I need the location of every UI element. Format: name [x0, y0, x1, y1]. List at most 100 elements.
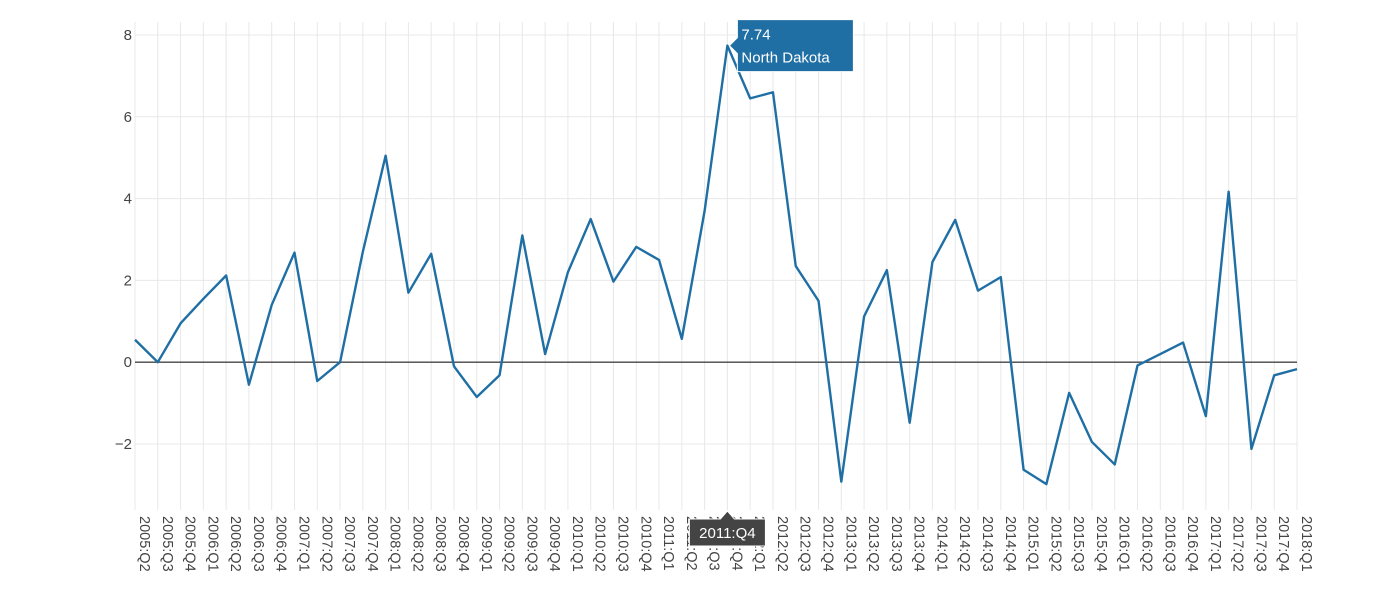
x-tick-label: 2014:Q2: [956, 516, 972, 572]
x-tick-label: 2007:Q2: [318, 516, 334, 572]
x-tick-label: 2012:Q3: [797, 516, 813, 572]
data-point[interactable]: [1021, 467, 1027, 473]
data-point[interactable]: [1203, 413, 1209, 419]
data-point[interactable]: [291, 250, 297, 256]
data-point[interactable]: [633, 244, 639, 250]
data-point[interactable]: [816, 298, 822, 304]
x-tick-label: 2017:Q1: [1207, 516, 1223, 572]
data-point[interactable]: [1294, 366, 1300, 372]
x-hover-label: 2011:Q4: [688, 510, 766, 547]
y-tick-label: 8: [124, 27, 132, 44]
data-point[interactable]: [1226, 189, 1232, 195]
data-point[interactable]: [497, 372, 503, 378]
data-point[interactable]: [1271, 372, 1277, 378]
x-tick-label: 2008:Q4: [455, 516, 471, 572]
data-point[interactable]: [610, 279, 616, 285]
x-tick-label: 2014:Q1: [933, 516, 949, 572]
data-point[interactable]: [178, 320, 184, 326]
data-point[interactable]: [132, 337, 138, 343]
x-tick-label: 2015:Q4: [1093, 516, 1109, 572]
data-point[interactable]: [998, 274, 1004, 280]
data-point[interactable]: [907, 420, 913, 426]
x-tick-label: 2010:Q4: [637, 516, 653, 572]
x-tick-label: 2012:Q4: [820, 516, 836, 572]
data-point[interactable]: [405, 290, 411, 296]
data-point[interactable]: [314, 378, 320, 384]
tooltip-box: [728, 19, 854, 73]
x-tick-label: 2008:Q2: [409, 516, 425, 572]
data-point[interactable]: [1248, 446, 1254, 452]
x-tick-label: 2016:Q4: [1184, 516, 1200, 572]
data-point[interactable]: [838, 479, 844, 485]
data-point[interactable]: [360, 249, 366, 255]
x-tick-label: 2009:Q2: [501, 516, 517, 572]
data-point[interactable]: [588, 216, 594, 222]
data-point[interactable]: [1089, 439, 1095, 445]
data-point[interactable]: [383, 153, 389, 159]
data-point[interactable]: [519, 232, 525, 238]
data-point[interactable]: [1043, 481, 1049, 487]
data-point[interactable]: [929, 259, 935, 265]
data-point[interactable]: [451, 363, 457, 369]
x-tick-label: 2007:Q1: [295, 516, 311, 572]
data-point[interactable]: [246, 382, 252, 388]
x-tick-label: 2005:Q3: [159, 516, 175, 572]
x-tick-label: 2015:Q1: [1025, 516, 1041, 572]
x-tick-label: 2016:Q3: [1161, 516, 1177, 572]
data-point[interactable]: [1112, 461, 1118, 467]
x-tick-label: 2008:Q3: [432, 516, 448, 572]
x-tick-label: 2007:Q4: [364, 516, 380, 572]
x-tick-label: 2006:Q2: [227, 516, 243, 572]
x-tick-label: 2011:Q1: [660, 516, 676, 571]
x-tick-label: 2006:Q1: [204, 516, 220, 572]
data-point[interactable]: [702, 208, 708, 214]
data-point[interactable]: [337, 359, 343, 365]
data-point[interactable]: [656, 257, 662, 263]
x-tick-label: 2013:Q2: [865, 516, 881, 572]
x-hover-text: 2011:Q4: [699, 525, 755, 542]
gridlines: [134, 22, 1298, 510]
data-point[interactable]: [223, 272, 229, 278]
data-point[interactable]: [200, 296, 206, 302]
data-point[interactable]: [155, 359, 161, 365]
x-tick-label: 2010:Q1: [569, 516, 585, 572]
x-tick-label: 2013:Q3: [888, 516, 904, 572]
data-point[interactable]: [770, 89, 776, 95]
x-tick-label: 2005:Q4: [182, 516, 198, 572]
data-point[interactable]: [975, 288, 981, 294]
data-point[interactable]: [1066, 390, 1072, 396]
data-point[interactable]: [269, 302, 275, 308]
data-point[interactable]: [1180, 340, 1186, 346]
x-tick-label: 2008:Q1: [387, 516, 403, 572]
data-point[interactable]: [1135, 362, 1141, 368]
x-tick-label: 2012:Q2: [774, 516, 790, 572]
x-hover-box: [688, 510, 766, 547]
y-tick-label: 6: [124, 109, 132, 126]
data-point[interactable]: [428, 251, 434, 257]
x-tick-label: 2009:Q1: [478, 516, 494, 572]
x-tick-label: 2006:Q4: [273, 516, 289, 572]
x-tick-label: 2005:Q2: [136, 516, 152, 572]
data-point[interactable]: [1157, 351, 1163, 357]
data-point[interactable]: [679, 336, 685, 342]
data-point[interactable]: [952, 217, 958, 223]
data-point[interactable]: [565, 269, 571, 275]
tooltip-series-name: North Dakota: [741, 50, 830, 67]
y-tick-label: −2: [115, 436, 132, 453]
data-point[interactable]: [542, 351, 548, 357]
hover-layer: 7.74 North Dakota 2011:Q4: [688, 19, 854, 547]
x-tick-label: 2009:Q4: [546, 516, 562, 572]
x-tick-label: 2014:Q4: [1002, 516, 1018, 572]
x-tick-label: 2006:Q3: [250, 516, 266, 572]
y-tick-label: 2: [124, 272, 132, 289]
data-point[interactable]: [474, 394, 480, 400]
data-point[interactable]: [747, 95, 753, 101]
x-tick-label: 2010:Q2: [592, 516, 608, 572]
data-point[interactable]: [793, 263, 799, 269]
series-line-north-dakota[interactable]: [134, 44, 1298, 486]
tooltip-value: 7.74: [741, 27, 770, 44]
data-point[interactable]: [884, 267, 890, 273]
data-point[interactable]: [861, 313, 867, 319]
